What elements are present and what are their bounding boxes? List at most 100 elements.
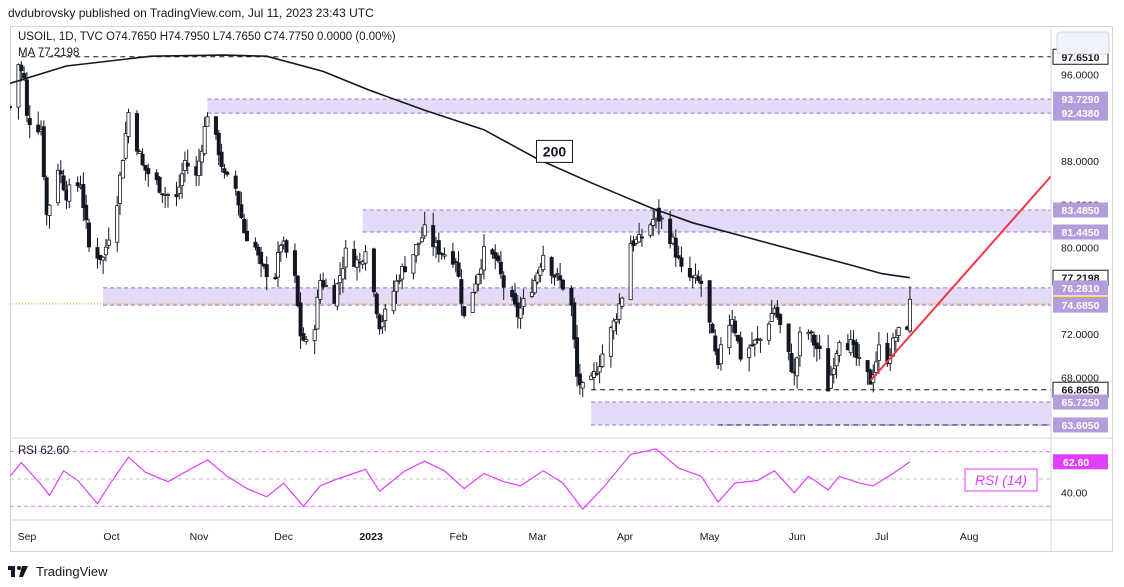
- candle-body: [752, 339, 757, 345]
- candle-body: [47, 204, 52, 216]
- candle-body: [831, 368, 836, 375]
- price-tag-label: 76.2810: [1062, 283, 1100, 295]
- candle-body: [453, 260, 458, 263]
- candle-body: [834, 353, 839, 367]
- rsi-tick-label: 40.00: [1061, 488, 1087, 500]
- candle-body: [594, 373, 599, 375]
- candle-body: [521, 297, 526, 307]
- candle-body: [611, 320, 616, 332]
- candles-layer: [10, 61, 912, 398]
- candle-body: [512, 293, 517, 305]
- candle-body: [419, 237, 424, 243]
- candle-body: [907, 298, 912, 332]
- candle-body: [264, 264, 269, 278]
- candle-body: [535, 272, 540, 283]
- time-tick-label: Mar: [529, 531, 548, 543]
- price-tag: [1053, 280, 1108, 296]
- candle-body: [885, 342, 890, 365]
- candle-body: [363, 251, 368, 264]
- candle-body: [273, 277, 278, 280]
- candle-body: [374, 293, 379, 315]
- candle-body: [575, 337, 580, 377]
- candle-body: [577, 373, 582, 386]
- price-tag-label: 81.4450: [1062, 227, 1100, 239]
- candle-body: [55, 169, 60, 204]
- candle-body: [733, 320, 738, 334]
- candle-body: [812, 334, 817, 346]
- candle-body: [140, 153, 145, 166]
- trendline-layer: [869, 175, 1052, 382]
- candle-body: [402, 266, 407, 273]
- candle-body: [639, 236, 644, 239]
- candle-body: [462, 306, 467, 317]
- candle-body: [614, 319, 619, 323]
- candle-body: [318, 280, 323, 300]
- candle-body: [828, 374, 833, 389]
- candle-body: [558, 275, 563, 281]
- chart-frame: [10, 26, 1113, 552]
- price-tag-label: 97.6510: [1062, 52, 1100, 64]
- candle-body: [44, 177, 49, 215]
- price-tag-label: 66.8650: [1062, 385, 1100, 397]
- rsi-line: [10, 448, 911, 511]
- price-tick-label: 68.0000: [1061, 372, 1099, 384]
- footer-brand: TradingView: [36, 563, 108, 579]
- candle-body: [146, 168, 151, 175]
- rsi-value-tag: [1053, 454, 1108, 470]
- candle-body: [75, 182, 80, 187]
- time-tick-label: Apr: [617, 531, 634, 543]
- candle-body: [10, 106, 13, 109]
- time-tick-label: May: [700, 531, 721, 543]
- candle-body: [817, 345, 822, 350]
- candle-body: [608, 327, 613, 357]
- candle-body: [106, 239, 111, 246]
- price-axis: 96.000088.000084.000080.000072.000068.00…: [1050, 26, 1110, 552]
- candle-body: [321, 280, 326, 288]
- ma-200-line: [10, 54, 911, 279]
- axis-settings-button[interactable]: [1056, 31, 1110, 55]
- candle-body: [713, 335, 718, 352]
- candle-body: [101, 256, 106, 261]
- dashed-levels-layer: [10, 56, 1051, 426]
- price-tick-label: 88.0000: [1061, 156, 1099, 168]
- candle-body: [256, 246, 261, 256]
- candle-body: [893, 337, 898, 342]
- price-tag-label: 74.6850: [1062, 300, 1100, 312]
- candle-body: [118, 174, 123, 204]
- candle-body: [854, 342, 859, 358]
- candle-body: [747, 347, 752, 359]
- candle-body: [202, 126, 207, 154]
- candle-body: [476, 274, 481, 285]
- candle-body: [157, 176, 162, 193]
- candle-body: [479, 268, 484, 275]
- candle-body: [490, 249, 495, 255]
- candle-body: [659, 217, 664, 220]
- candle-body: [778, 313, 783, 325]
- price-tick-label: 80.0000: [1061, 243, 1099, 255]
- candle-body: [199, 150, 204, 163]
- candle-body: [154, 172, 159, 181]
- candle-body: [236, 191, 241, 206]
- candle-body: [81, 183, 86, 209]
- candle-body: [431, 225, 436, 247]
- time-tick-label: Aug: [960, 531, 979, 543]
- candle-body: [749, 344, 754, 347]
- candle-body: [394, 280, 399, 293]
- candle-body: [205, 116, 210, 127]
- time-tick-label: Feb: [450, 531, 468, 543]
- candle-body: [496, 255, 501, 262]
- moving-average-layer: 200: [10, 54, 911, 279]
- candle-body: [518, 307, 523, 319]
- candle-body: [343, 247, 348, 268]
- candle-body: [775, 306, 780, 318]
- candle-body: [197, 160, 202, 176]
- candle-body: [789, 352, 794, 372]
- support-resistance-zone: [591, 402, 1051, 425]
- candle-body: [380, 321, 385, 328]
- candle-body: [165, 194, 170, 196]
- time-axis: Sep Oct Nov Dec 2023 Feb Mar Apr May Jun Jul Aug: [10, 519, 1113, 543]
- price-tag: [1053, 417, 1108, 433]
- candle-body: [383, 308, 388, 321]
- price-tick-label: 96.0000: [1061, 70, 1099, 82]
